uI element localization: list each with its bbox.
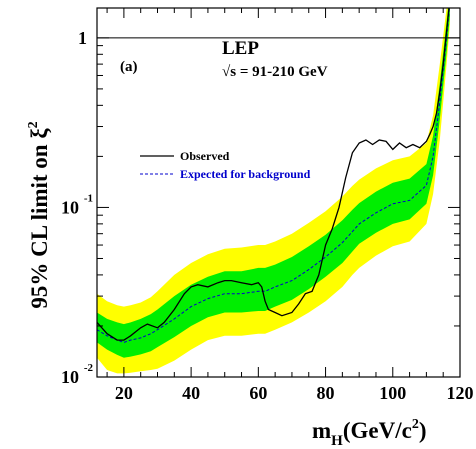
x-tick-label: 20 <box>115 383 133 403</box>
y-tick-label: 1 <box>78 28 87 48</box>
x-tick-label: 80 <box>317 383 335 403</box>
energy-label: √s = 91-210 GeV <box>222 64 328 80</box>
y-tick-exponent: -2 <box>84 362 94 374</box>
panel-label: (a) <box>120 59 138 75</box>
legend-expected-label: Expected for background <box>180 167 311 181</box>
legend: Observed Expected for background <box>140 149 311 181</box>
x-tick-label: 120 <box>447 383 474 403</box>
y-tick-exponent: -1 <box>84 192 93 204</box>
y-tick-label: 10 <box>61 367 79 387</box>
legend-observed-label: Observed <box>180 149 230 163</box>
expected-series-line <box>97 8 450 343</box>
x-tick-label: 100 <box>379 383 406 403</box>
axis-ticks: 20 40 60 80 100 120 1 10 -1 10 -2 <box>61 8 474 403</box>
observed-series-line <box>97 8 450 341</box>
y-axis-title: 95% CL limit on ξ2 <box>26 121 52 308</box>
expected-bands <box>97 8 450 374</box>
x-tick-label: 40 <box>182 383 200 403</box>
x-tick-label: 60 <box>249 383 267 403</box>
y-tick-label: 10 <box>61 197 79 217</box>
plot-frame <box>96 7 461 378</box>
experiment-label: LEP <box>222 38 259 59</box>
x-axis-title: mH(GeV/c2) <box>312 417 426 449</box>
band-2-sigma <box>97 8 450 374</box>
